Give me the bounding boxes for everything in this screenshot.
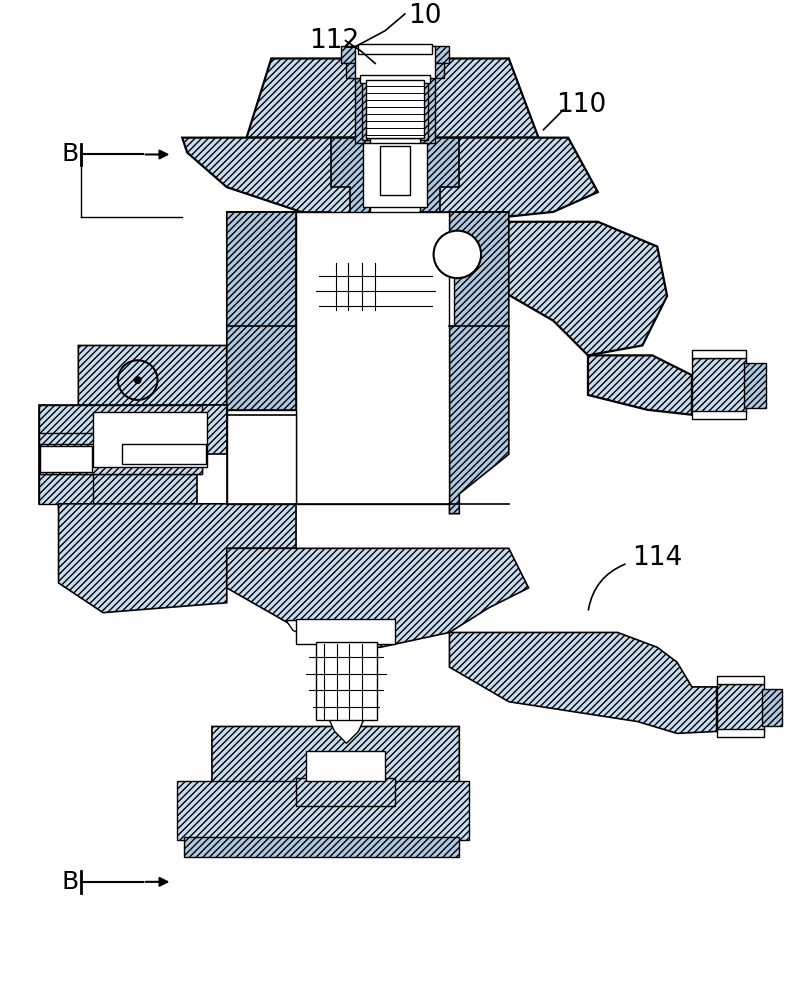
Bar [296, 212, 450, 504]
Polygon shape [39, 405, 227, 504]
Text: 114: 114 [633, 545, 683, 571]
Bar [39, 405, 202, 474]
Polygon shape [331, 138, 371, 247]
Bar [177, 781, 469, 840]
Bar [356, 58, 434, 143]
Bar [39, 433, 202, 444]
Bar [306, 751, 385, 781]
Polygon shape [450, 212, 509, 514]
Polygon shape [182, 138, 598, 222]
Bar [363, 143, 427, 207]
Bar [296, 247, 454, 326]
Bar [375, 143, 415, 197]
Bar [227, 410, 296, 504]
Bar [692, 350, 747, 358]
Bar [321, 245, 430, 266]
Bar [744, 363, 766, 408]
Polygon shape [286, 621, 395, 639]
Bar [325, 263, 425, 311]
Circle shape [434, 231, 481, 278]
Bar [122, 444, 206, 464]
Bar [363, 78, 427, 140]
Bar [296, 619, 395, 644]
Polygon shape [58, 504, 296, 613]
Bar [717, 676, 764, 684]
Bar [39, 466, 202, 474]
Polygon shape [419, 138, 459, 247]
Bar [39, 474, 93, 504]
Bar [40, 446, 92, 472]
Polygon shape [58, 504, 227, 548]
Bar [367, 80, 423, 138]
Polygon shape [246, 58, 539, 138]
Bar [692, 358, 747, 413]
Bar [359, 44, 431, 54]
Bar [184, 837, 459, 857]
Polygon shape [459, 222, 667, 355]
Polygon shape [306, 245, 425, 263]
Polygon shape [78, 345, 227, 449]
Text: B: B [62, 870, 79, 894]
Text: B: B [62, 142, 79, 166]
Circle shape [134, 376, 141, 384]
Bar [762, 689, 782, 726]
Polygon shape [227, 548, 529, 647]
Bar [345, 63, 445, 78]
Bar [380, 146, 410, 195]
Polygon shape [212, 726, 459, 816]
Bar [96, 444, 120, 464]
Bar [340, 46, 450, 63]
Text: 112: 112 [309, 28, 359, 54]
Polygon shape [329, 719, 364, 743]
Bar [717, 729, 764, 737]
Bar [296, 778, 395, 806]
Polygon shape [450, 632, 717, 733]
Polygon shape [588, 355, 692, 415]
Polygon shape [227, 212, 296, 504]
Bar [356, 46, 434, 78]
Bar [93, 412, 207, 467]
Bar [360, 75, 430, 83]
Bar [316, 642, 377, 720]
Polygon shape [281, 247, 450, 268]
Bar [371, 138, 419, 251]
Text: 10: 10 [408, 3, 442, 29]
Bar [692, 411, 747, 419]
Text: 110: 110 [556, 92, 607, 118]
Bar [717, 684, 764, 731]
